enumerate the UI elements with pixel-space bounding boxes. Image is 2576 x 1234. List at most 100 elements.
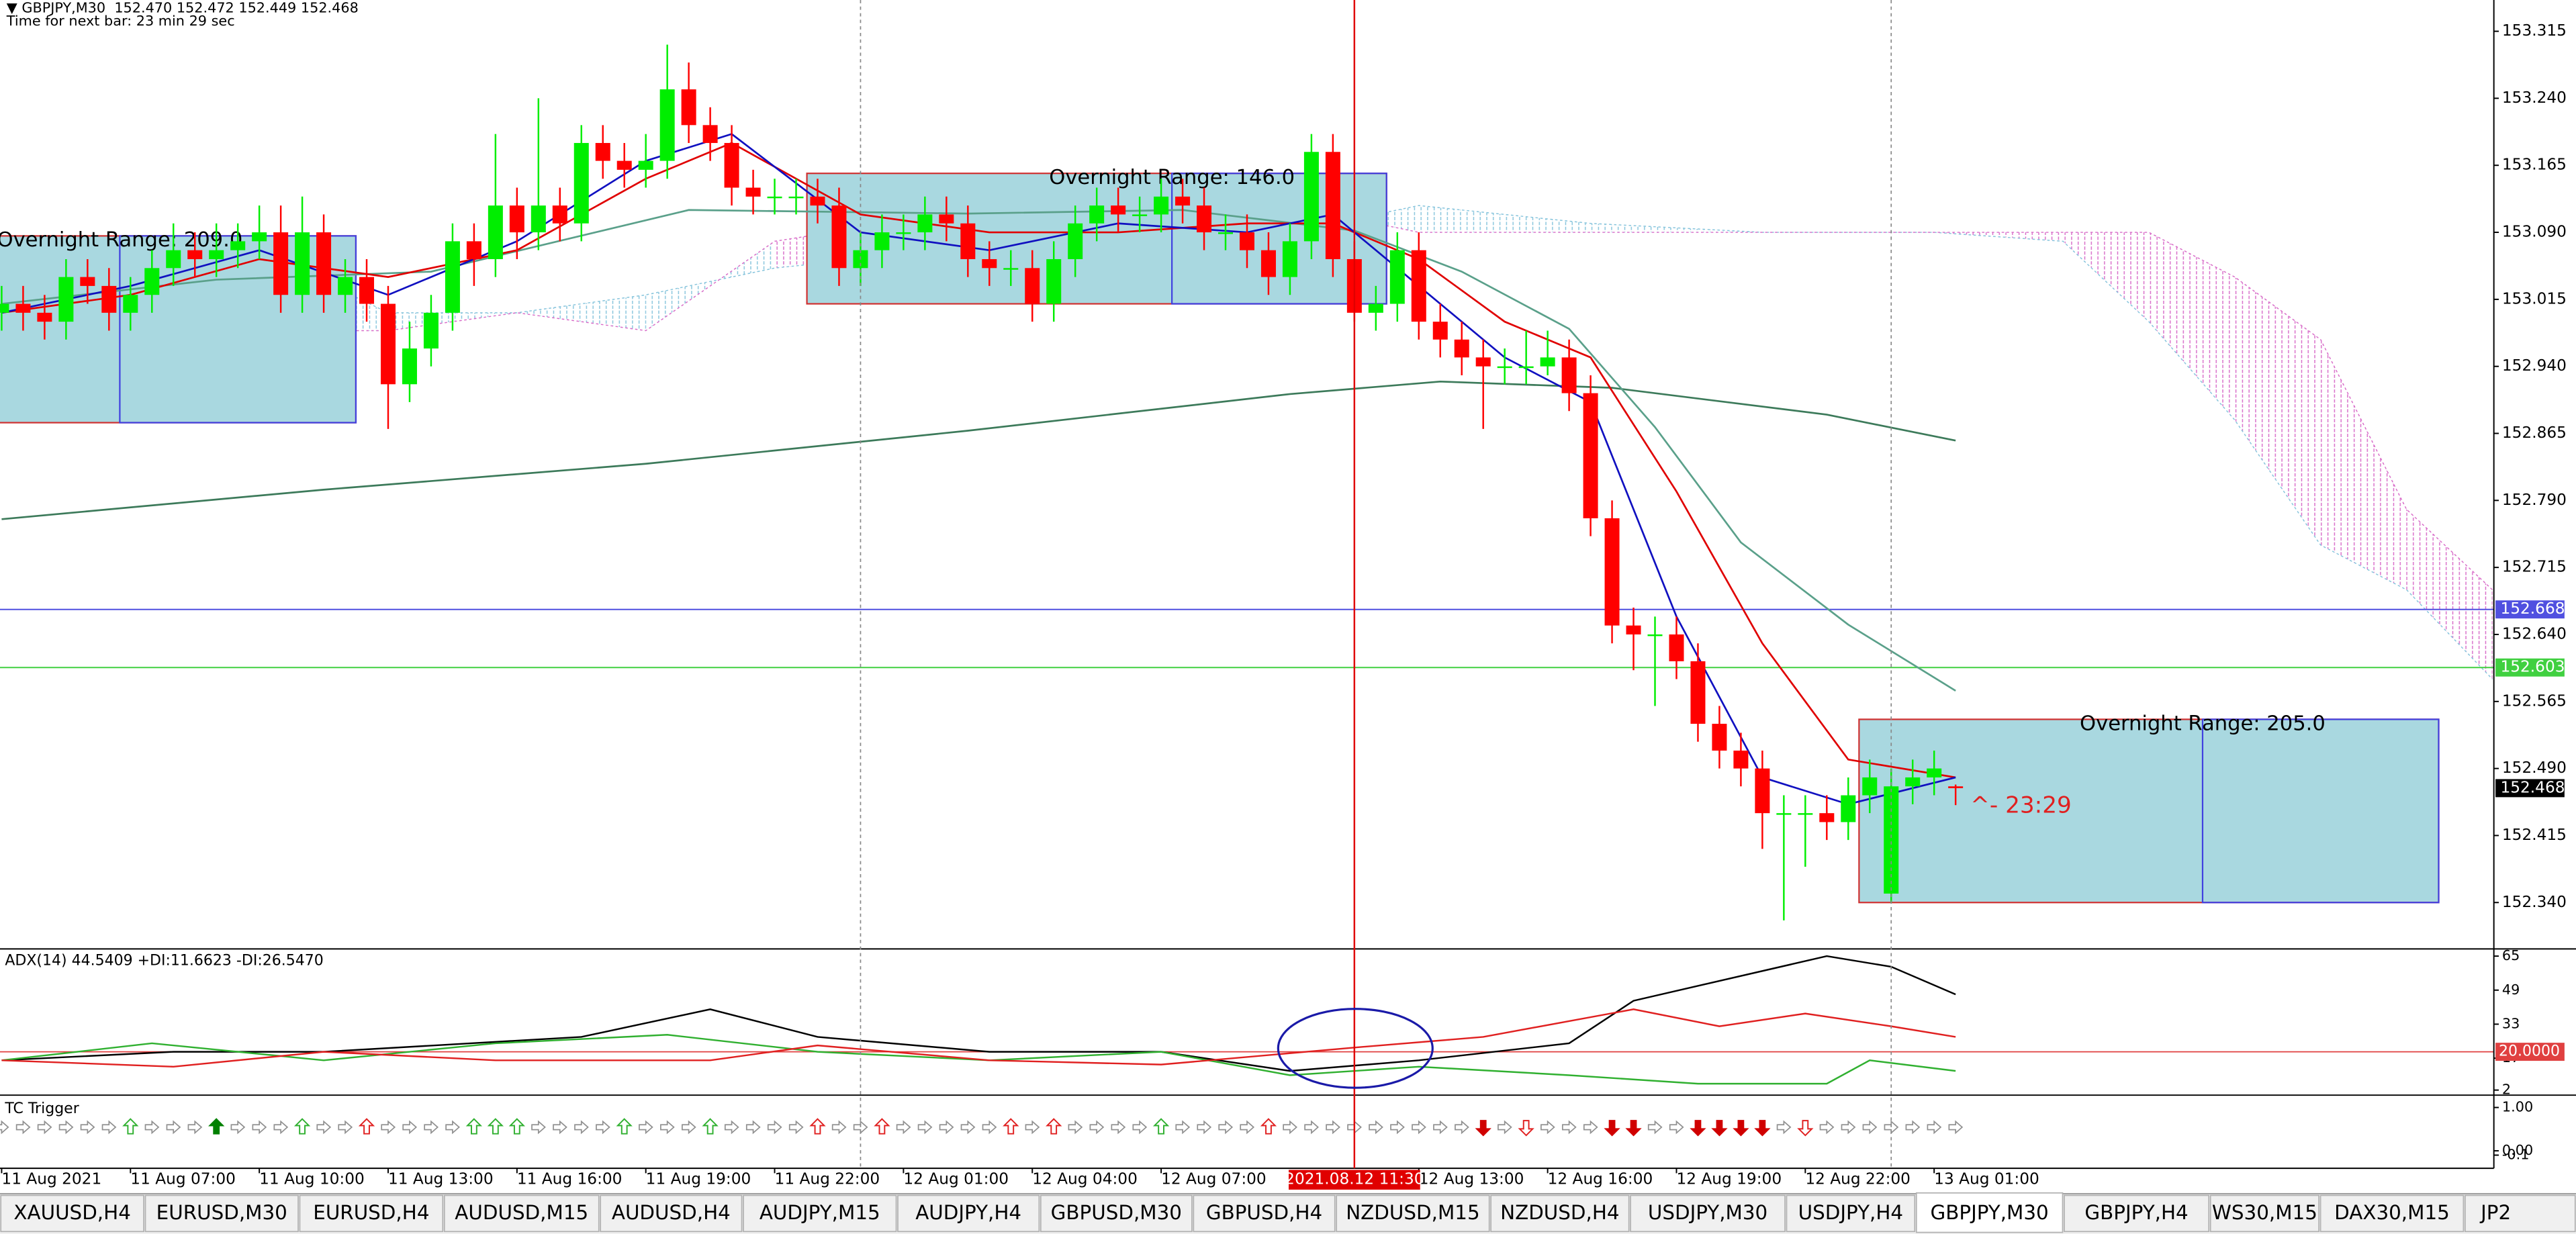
- trigger-arrow-neutral: [596, 1120, 610, 1135]
- trigger-arrow-neutral: [1862, 1120, 1878, 1135]
- symbol-tab-label[interactable]: EURUSD,H4: [313, 1201, 429, 1224]
- candle-body: [423, 312, 439, 349]
- candle-body: [702, 125, 718, 143]
- symbol-tab[interactable]: [2465, 1194, 2576, 1233]
- symbol-tab-label[interactable]: AUDUSD,M15: [455, 1201, 588, 1224]
- y-tick-label: 2: [2502, 1082, 2511, 1098]
- candle-body: [982, 258, 997, 269]
- adx-panel: [0, 955, 2494, 1085]
- symbol-tab[interactable]: [1040, 1194, 1193, 1233]
- trigger-arrow-neutral: [80, 1120, 95, 1135]
- trigger-arrow: [1711, 1120, 1728, 1137]
- candle-body: [1540, 357, 1555, 367]
- symbol-tab-label[interactable]: USDJPY,M30: [1648, 1201, 1767, 1224]
- candle-body: [917, 214, 933, 233]
- candle-body: [659, 89, 675, 161]
- candle-body: [745, 187, 761, 197]
- candle-body: [1111, 205, 1126, 215]
- symbol-tab[interactable]: [743, 1194, 897, 1233]
- symbol-tab[interactable]: [2209, 1194, 2319, 1233]
- candle-body: [1282, 241, 1297, 277]
- trigger-arrow-neutral: [1498, 1120, 1512, 1135]
- candle-body: [960, 223, 976, 259]
- symbol-tab-label[interactable]: AUDUSD,H4: [612, 1201, 731, 1224]
- symbol-tab[interactable]: [600, 1194, 743, 1233]
- symbol-tab[interactable]: [144, 1194, 299, 1233]
- candle-body: [1046, 258, 1062, 304]
- candle-body: [1712, 724, 1727, 751]
- candle-body: [58, 277, 74, 322]
- trigger-arrow-neutral: [1647, 1120, 1663, 1135]
- y-tick-label: 65: [2502, 947, 2520, 963]
- symbol-tab[interactable]: [1630, 1194, 1786, 1233]
- trigger-arrow-neutral: [445, 1120, 461, 1135]
- trigger-arrow-neutral: [1841, 1120, 1856, 1135]
- symbol-tab[interactable]: [299, 1194, 444, 1233]
- crosshair-tag-label: 2021.08.12 11:30: [1285, 1170, 1424, 1188]
- cloud-edge: [1, 205, 2493, 680]
- trigger-arrow-neutral: [982, 1120, 997, 1135]
- candle-body: [380, 303, 396, 385]
- symbol-tab-label[interactable]: XAUUSD,H4: [13, 1201, 130, 1224]
- symbol-tab[interactable]: [1193, 1194, 1336, 1233]
- x-tick-label: 12 Aug 19:00: [1676, 1170, 1782, 1188]
- symbol-tab[interactable]: [1915, 1192, 2064, 1233]
- symbol-tab[interactable]: [1336, 1194, 1490, 1233]
- candle-body: [1927, 768, 1942, 777]
- symbol-tab-label[interactable]: AUDJPY,H4: [915, 1201, 1021, 1224]
- cloud-segment: [516, 295, 646, 331]
- symbol-tab-label[interactable]: EURUSD,M30: [156, 1201, 287, 1224]
- symbol-tab[interactable]: [0, 1194, 144, 1233]
- trigger-arrow-neutral: [230, 1120, 246, 1135]
- symbol-tab-label[interactable]: GBPJPY,M30: [1931, 1201, 2049, 1224]
- trigger-arrow-neutral: [1390, 1120, 1405, 1135]
- symbol-tab-label[interactable]: GBPUSD,H4: [1206, 1201, 1322, 1224]
- candle-body: [1132, 214, 1148, 216]
- level-tag: [2495, 1043, 2565, 1061]
- symbol-tab[interactable]: [1490, 1194, 1630, 1233]
- symbol-tab[interactable]: [443, 1194, 600, 1233]
- candle-body: [831, 205, 847, 269]
- candle-body: [1497, 366, 1512, 369]
- symbol-tab[interactable]: [1786, 1194, 1916, 1233]
- symbol-tab[interactable]: [2319, 1194, 2465, 1233]
- symbol-tab-label[interactable]: NZDUSD,M15: [1346, 1201, 1479, 1224]
- trigger-arrow-neutral: [1433, 1120, 1448, 1135]
- trigger-arrow: [1260, 1118, 1277, 1135]
- candle-body: [531, 205, 546, 233]
- trigger-arrow: [874, 1118, 890, 1135]
- y-tick-label: 152.340: [2502, 893, 2567, 911]
- trigger-arrow-neutral: [917, 1120, 933, 1135]
- y-tick-label: -0.1: [2502, 1147, 2530, 1163]
- trigger-arrow-neutral: [1412, 1120, 1426, 1135]
- trigger-arrow-neutral: [939, 1120, 954, 1135]
- symbol-tab[interactable]: [897, 1194, 1040, 1233]
- trigger-arrow: [122, 1118, 139, 1135]
- symbol-tab-label[interactable]: WS30,M15: [2212, 1201, 2317, 1224]
- x-tick-label: 12 Aug 07:00: [1161, 1170, 1267, 1188]
- symbol-tab-label[interactable]: GBPUSD,M30: [1051, 1201, 1182, 1224]
- trigger-arrow: [358, 1118, 375, 1135]
- symbol-tab-label[interactable]: DAX30,M15: [2334, 1201, 2450, 1224]
- x-tick-label: 11 Aug 2021: [1, 1170, 101, 1188]
- bid-tag: [2495, 779, 2565, 798]
- cloud-segment: [2406, 509, 2493, 679]
- candle-body: [724, 142, 739, 188]
- candle-body: [252, 232, 267, 242]
- symbol-tab-label[interactable]: AUDJPY,M15: [760, 1201, 880, 1224]
- candle-body: [1025, 268, 1040, 304]
- trigger-arrow: [1733, 1120, 1749, 1137]
- trigger-arrow-neutral: [1540, 1120, 1555, 1135]
- symbol-tab[interactable]: [2064, 1194, 2210, 1233]
- candle-body: [37, 312, 52, 322]
- symbol-tab-label[interactable]: JP2: [2479, 1201, 2511, 1224]
- candle-body: [359, 277, 375, 304]
- symbol-tab-label[interactable]: NZDUSD,H4: [1500, 1201, 1619, 1224]
- trigger-arrow: [1046, 1118, 1062, 1135]
- trigger-arrow-neutral: [553, 1120, 567, 1135]
- candle-body: [1218, 232, 1234, 234]
- symbol-tab-label[interactable]: GBPJPY,H4: [2084, 1201, 2188, 1224]
- range-box: [1858, 718, 2440, 904]
- symbol-tab-label[interactable]: USDJPY,H4: [1798, 1201, 1903, 1224]
- x-tick-label: 11 Aug 19:00: [646, 1170, 751, 1188]
